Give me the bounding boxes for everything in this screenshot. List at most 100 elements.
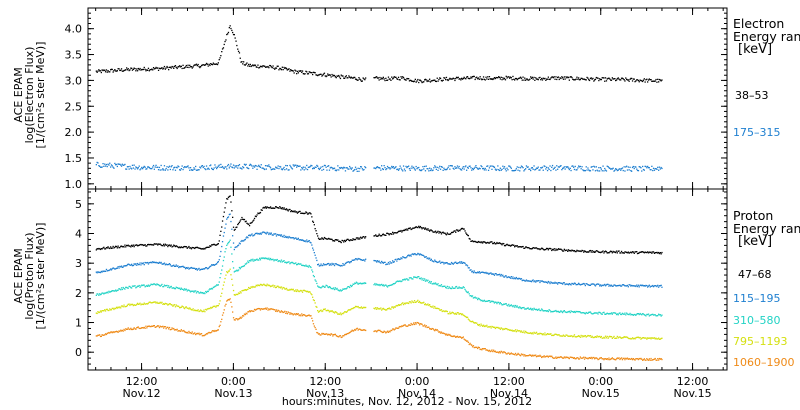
data-point [120, 69, 122, 71]
data-point [583, 358, 586, 360]
data-point [313, 252, 315, 254]
data-point [454, 230, 456, 232]
data-point [561, 76, 563, 78]
data-point [355, 258, 358, 260]
data-point [466, 340, 469, 342]
data-point [541, 166, 544, 168]
data-point [255, 284, 257, 286]
data-point [349, 165, 351, 168]
data-point [325, 75, 327, 78]
data-point [554, 333, 556, 335]
data-point [238, 221, 241, 223]
data-point [236, 44, 238, 47]
data-point [574, 311, 576, 314]
data-point [303, 169, 305, 171]
data-point [562, 250, 564, 252]
data-point [114, 162, 116, 165]
data-point [207, 267, 209, 270]
data-point [328, 74, 331, 76]
data-point [521, 246, 523, 248]
data-point [129, 264, 131, 266]
data-point [349, 77, 352, 79]
data-point [333, 74, 336, 77]
data-point [566, 249, 568, 251]
data-point [546, 78, 549, 80]
data-point [378, 307, 380, 310]
data-point [417, 252, 419, 255]
data-point [348, 332, 350, 334]
data-point [516, 277, 518, 280]
data-point [189, 267, 191, 269]
data-point [345, 75, 347, 77]
data-point [508, 76, 510, 78]
data-point [609, 167, 611, 169]
data-point [283, 166, 285, 169]
data-point [643, 314, 645, 316]
data-point [192, 267, 194, 269]
data-point [270, 259, 272, 261]
data-point [553, 76, 555, 78]
data-point [190, 309, 193, 311]
data-point [414, 169, 416, 171]
data-point [460, 287, 462, 289]
data-point [421, 169, 423, 171]
data-point [524, 247, 526, 249]
data-point [138, 69, 140, 71]
data-point [200, 309, 202, 311]
data-point [565, 311, 567, 313]
data-point [425, 325, 427, 327]
data-point [477, 168, 479, 170]
data-point [498, 76, 501, 78]
data-point [629, 284, 631, 286]
data-point [413, 276, 415, 278]
data-point [377, 308, 379, 310]
data-point [645, 284, 647, 287]
data-point [637, 252, 640, 254]
data-point [126, 328, 128, 330]
data-point [354, 282, 357, 285]
data-point [541, 308, 543, 310]
data-point [132, 244, 134, 246]
data-point [170, 285, 172, 288]
data-point [131, 164, 134, 166]
data-point [376, 235, 379, 237]
data-point [200, 248, 202, 250]
data-point [387, 261, 390, 264]
data-point [620, 337, 622, 339]
data-point [123, 69, 125, 72]
data-point [106, 270, 108, 272]
data-point [216, 63, 218, 65]
data-point [500, 303, 502, 305]
data-point [472, 241, 475, 243]
data-point [551, 311, 554, 313]
data-point [573, 357, 576, 359]
data-point [96, 312, 98, 315]
data-point [502, 304, 504, 306]
data-point [173, 244, 175, 246]
data-point [554, 166, 556, 168]
data-point [572, 336, 574, 338]
data-point [347, 168, 349, 170]
data-point [266, 257, 268, 260]
data-point [517, 278, 519, 280]
data-point [318, 310, 320, 313]
data-point [455, 261, 457, 263]
data-point [393, 261, 395, 263]
data-point [652, 251, 654, 253]
data-point [458, 313, 460, 315]
data-point [634, 338, 636, 340]
data-point [235, 226, 237, 229]
data-point [354, 306, 356, 309]
data-point [609, 335, 611, 337]
data-point [413, 253, 415, 256]
data-point [279, 260, 281, 262]
data-point [425, 228, 427, 230]
data-point [520, 307, 523, 310]
data-point [593, 312, 595, 314]
data-point [648, 167, 650, 169]
data-point [131, 328, 133, 331]
data-point [234, 37, 236, 39]
data-point [527, 79, 529, 81]
data-point [351, 77, 353, 79]
data-point [202, 268, 204, 270]
